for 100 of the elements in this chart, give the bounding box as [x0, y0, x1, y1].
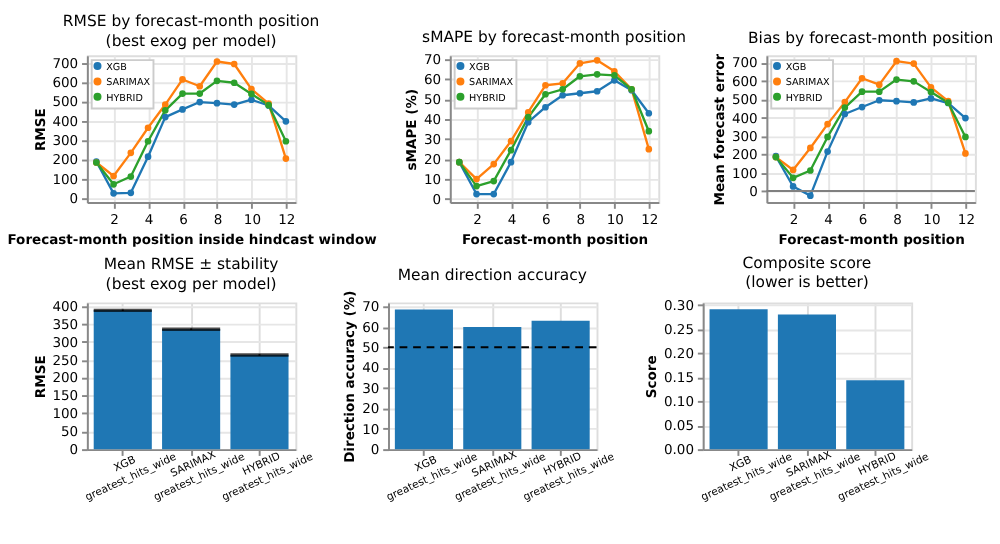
point [593, 56, 601, 64]
point [179, 76, 186, 83]
point [144, 153, 152, 161]
point [144, 137, 152, 145]
point [910, 60, 918, 67]
line-series [772, 95, 969, 199]
point [110, 172, 117, 180]
point [593, 70, 601, 78]
point [910, 78, 918, 85]
bar [162, 329, 221, 450]
point [144, 124, 152, 132]
point [789, 183, 797, 190]
bar [846, 380, 905, 450]
point [110, 190, 117, 197]
point [858, 74, 866, 82]
point [645, 127, 653, 135]
point [213, 99, 221, 107]
point [789, 166, 797, 174]
point [576, 59, 584, 67]
point [910, 99, 918, 106]
point [962, 114, 969, 122]
point [807, 144, 814, 152]
point [824, 133, 831, 141]
point [875, 96, 883, 104]
point [962, 133, 969, 141]
point [645, 109, 653, 117]
point [559, 79, 567, 87]
point [542, 103, 549, 111]
point [507, 146, 515, 154]
point [927, 95, 935, 102]
point [824, 120, 831, 128]
bar [531, 320, 590, 450]
point [110, 180, 117, 188]
point [282, 155, 290, 162]
point [282, 118, 290, 125]
point [962, 150, 969, 157]
point [559, 85, 567, 93]
point [490, 160, 498, 168]
point [127, 189, 135, 197]
point [841, 104, 849, 111]
point [230, 60, 238, 68]
point [473, 190, 480, 198]
point [127, 149, 135, 157]
point [507, 137, 515, 145]
chart-title: RMSE by forecast-month position (best exog per model) [62, 12, 320, 50]
point [213, 58, 221, 65]
bar [709, 309, 768, 450]
point [593, 87, 601, 95]
bar [777, 314, 836, 450]
chart-title: Composite score (lower is better) [742, 254, 872, 292]
point [179, 106, 186, 113]
point [196, 82, 204, 90]
point [490, 190, 498, 198]
line-series [93, 58, 290, 180]
point [875, 88, 883, 95]
point [230, 79, 238, 87]
chart-title: Mean direction accuracy [397, 265, 588, 284]
point [789, 174, 797, 182]
point [524, 113, 532, 121]
bar [394, 309, 453, 450]
point [893, 76, 900, 83]
point [179, 90, 186, 97]
point [824, 148, 831, 155]
point [542, 90, 549, 98]
point [507, 158, 515, 166]
bar [93, 310, 152, 450]
point [893, 57, 900, 65]
point [196, 98, 204, 106]
point [490, 177, 498, 185]
point [161, 113, 169, 121]
point [807, 192, 814, 199]
point [161, 107, 169, 114]
point [645, 145, 653, 153]
point [893, 97, 900, 105]
chart-title: Mean RMSE ± stability (best exog per model) [103, 255, 280, 293]
point [542, 81, 549, 89]
point [196, 90, 204, 97]
point [473, 175, 480, 183]
point [858, 103, 866, 111]
line-series [93, 77, 290, 188]
point [858, 88, 866, 95]
point [473, 182, 480, 190]
point [576, 72, 584, 80]
bar [463, 326, 522, 450]
point [841, 110, 849, 118]
point [213, 77, 221, 85]
point [127, 173, 135, 180]
point [161, 101, 169, 108]
point [576, 89, 584, 97]
point [927, 88, 935, 96]
point [282, 137, 290, 145]
point [248, 96, 255, 104]
chart-title: sMAPE by forecast-month position [422, 27, 687, 46]
line-series [772, 76, 969, 182]
bar [230, 355, 289, 450]
point [248, 90, 255, 98]
point [559, 91, 567, 99]
point [230, 101, 238, 108]
point [807, 167, 814, 174]
point [875, 81, 883, 89]
